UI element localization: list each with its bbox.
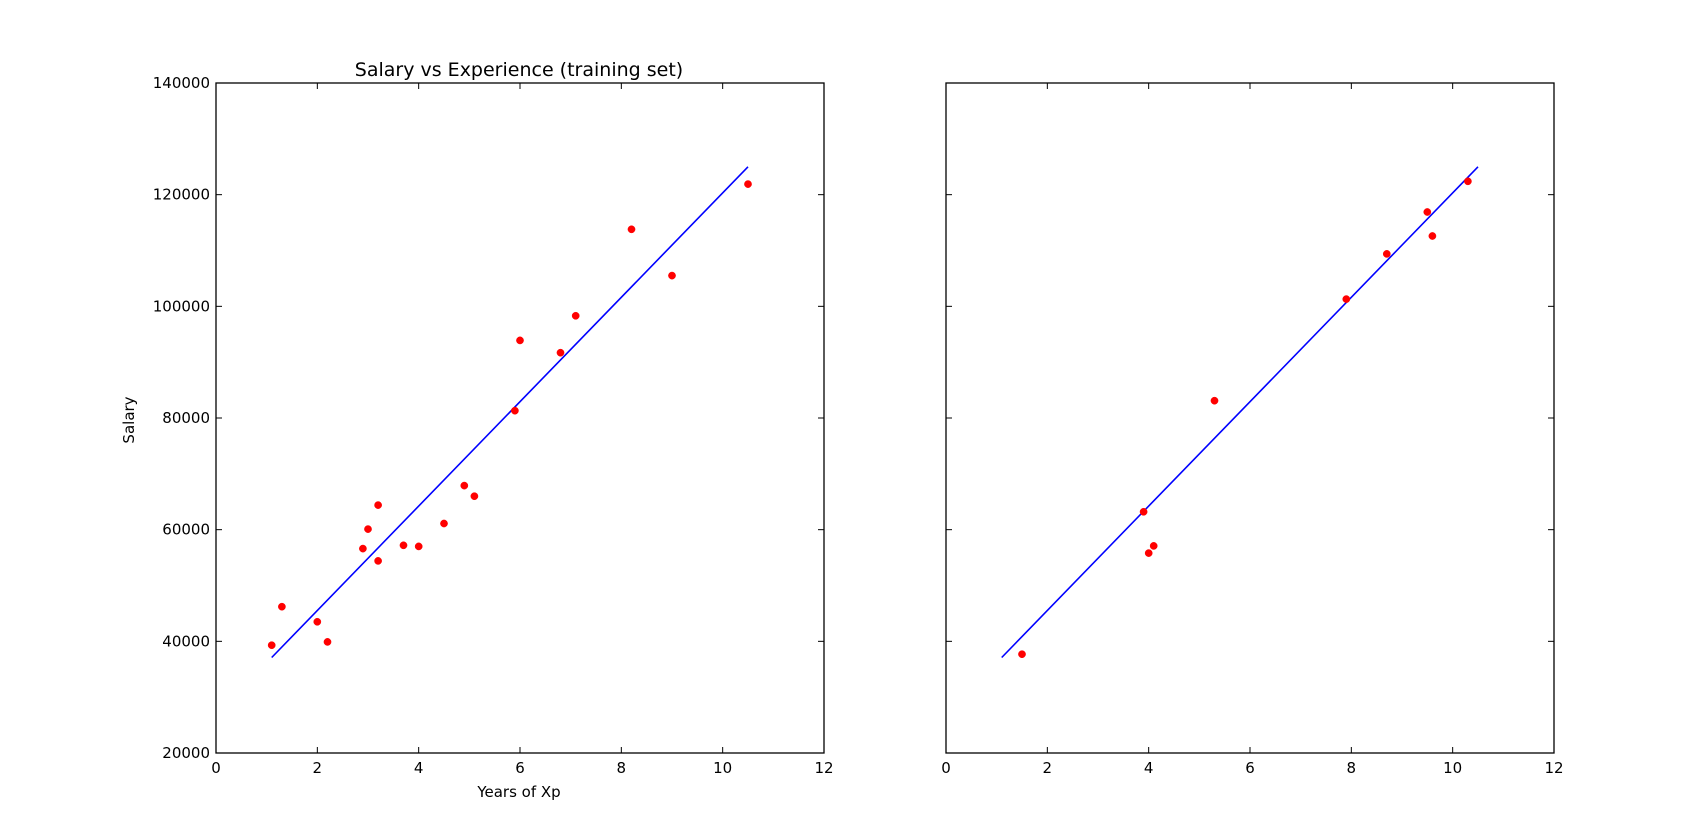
data-point	[1018, 650, 1026, 659]
data-point	[1210, 396, 1219, 405]
data-point	[278, 602, 286, 611]
y-tick-label: 80000	[162, 409, 210, 427]
data-point	[744, 180, 752, 188]
x-tick-label: 8	[617, 759, 627, 777]
data-point	[440, 519, 448, 528]
data-point	[1382, 250, 1391, 258]
data-point	[399, 541, 408, 550]
data-point	[556, 348, 565, 357]
data-point	[627, 225, 636, 234]
x-tick-label: 6	[515, 759, 525, 777]
data-point	[1342, 295, 1351, 303]
data-point	[374, 557, 382, 565]
data-point	[511, 406, 519, 415]
x-tick-label: 4	[414, 759, 424, 777]
y-tick-label: 120000	[153, 186, 210, 204]
data-point	[1423, 208, 1432, 216]
data-point	[516, 336, 524, 345]
x-axis-label: Years of Xp	[476, 783, 560, 801]
x-tick-label: 12	[814, 759, 833, 777]
chart-title: Salary vs Experience (training set)	[355, 59, 683, 81]
data-point	[1464, 177, 1472, 186]
data-point	[1139, 507, 1148, 516]
x-tick-label: 2	[313, 759, 323, 777]
data-point	[323, 638, 332, 646]
x-tick-label: 10	[1443, 759, 1462, 777]
data-point	[374, 501, 382, 509]
x-tick-label: 8	[1347, 759, 1357, 777]
data-point	[267, 641, 276, 650]
data-point	[1149, 542, 1158, 550]
test-set-chart: 0 2 4 6 8 10 12	[941, 82, 1564, 777]
training-set-chart: Salary vs Experience (training set) Year…	[120, 59, 834, 801]
y-tick-label: 40000	[162, 632, 210, 650]
data-point	[359, 544, 367, 553]
y-tick-label: 100000	[153, 297, 210, 315]
data-point	[414, 542, 423, 551]
data-point	[364, 525, 372, 533]
x-tick-label: 0	[211, 759, 221, 777]
data-point	[460, 481, 469, 490]
regression-line	[1001, 166, 1479, 659]
x-tick-label: 2	[1043, 759, 1053, 777]
data-point	[571, 311, 580, 320]
x-tick-label: 6	[1245, 759, 1255, 777]
data-point	[1144, 549, 1153, 557]
x-tick-label: 12	[1544, 759, 1563, 777]
data-point	[668, 271, 676, 280]
regression-line	[271, 166, 749, 659]
y-tick-label: 20000	[162, 744, 210, 762]
x-tick-label: 10	[713, 759, 732, 777]
x-tick-label: 0	[941, 759, 951, 777]
x-tick-label: 4	[1144, 759, 1154, 777]
data-point	[470, 492, 479, 501]
y-tick-label: 60000	[162, 521, 210, 539]
data-point	[313, 617, 322, 626]
data-point	[1428, 232, 1437, 240]
y-axis-label: Salary	[120, 396, 138, 443]
y-tick-label: 140000	[153, 74, 210, 92]
